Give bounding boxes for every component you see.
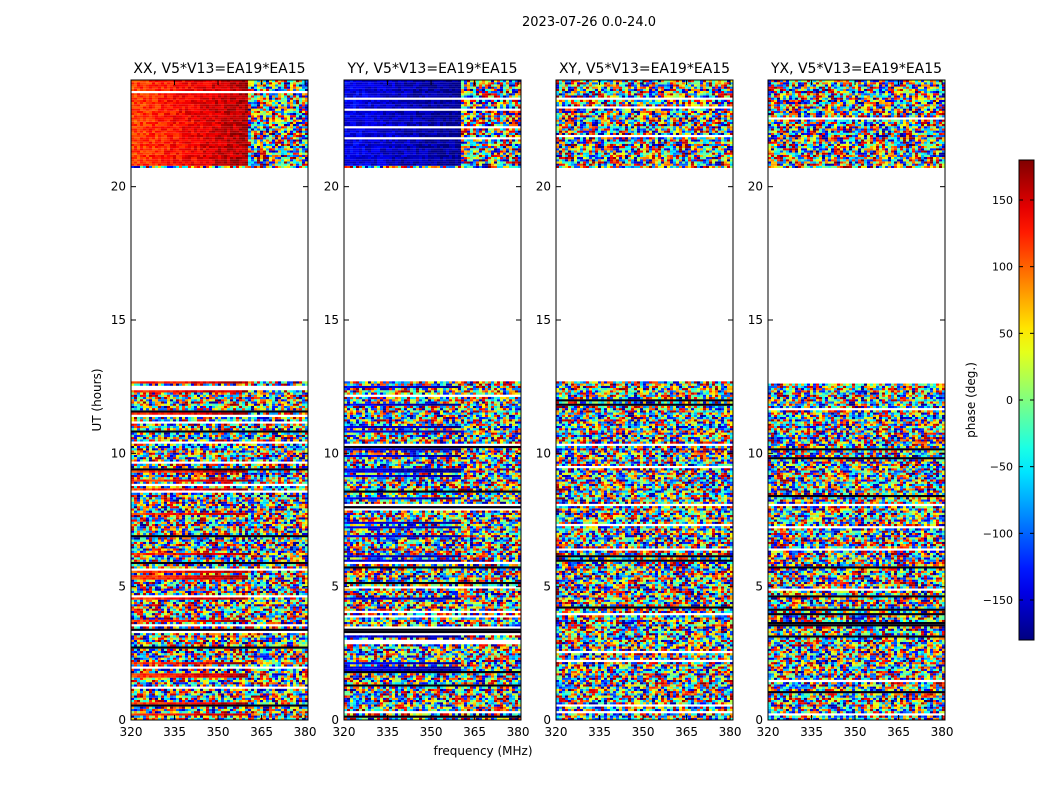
y-tick-label: 15	[324, 313, 339, 327]
colorbar-tick-label: −100	[983, 527, 1013, 540]
x-tick-label: 335	[376, 725, 399, 739]
x-tick-label: 335	[163, 725, 186, 739]
y-tick-label: 20	[748, 180, 763, 194]
y-tick-label: 5	[543, 580, 551, 594]
colorbar-label: phase (deg.)	[964, 362, 978, 438]
y-tick-label: 20	[536, 180, 551, 194]
panel-2: YY, V5*V13=EA19*EA15 320 335 350 365 380 0 5 10 1…	[324, 61, 530, 739]
y-tick-label: 0	[118, 713, 126, 727]
phase-image	[556, 80, 733, 720]
panel-3: XY, V5*V13=EA19*EA15 320 335 350 365 380 0 5 10 1…	[536, 61, 742, 739]
phase-image	[344, 80, 521, 720]
suptitle: 2023-07-26 0.0-24.0	[522, 15, 656, 30]
x-tick-label: 350	[844, 725, 867, 739]
y-tick-label: 0	[331, 713, 339, 727]
y-tick-label: 5	[755, 580, 763, 594]
x-tick-label: 380	[719, 725, 742, 739]
panel-4: YX, V5*V13=EA19*EA15 320 335 350 365 380 0 5 10 1…	[748, 61, 954, 739]
y-tick-label: 10	[536, 446, 551, 460]
x-axis-label: frequency (MHz)	[433, 744, 532, 758]
x-tick-label: 365	[887, 725, 910, 739]
x-tick-label: 380	[294, 725, 317, 739]
x-tick-label: 335	[800, 725, 823, 739]
colorbar-tick-label: 50	[999, 327, 1013, 340]
y-tick-label: 20	[324, 180, 339, 194]
y-tick-label: 10	[111, 446, 126, 460]
panel-1: XX, V5*V13=EA19*EA15 320 335 350 365 380 0 5 10 1…	[111, 61, 317, 739]
colorbar-tick-label: 100	[992, 261, 1013, 274]
colorbar-tick-label: 0	[1006, 394, 1013, 407]
y-tick-label: 0	[755, 713, 763, 727]
x-tick-label: 320	[120, 725, 143, 739]
y-tick-label: 0	[543, 713, 551, 727]
x-tick-label: 335	[588, 725, 611, 739]
x-tick-label: 380	[507, 725, 530, 739]
y-tick-label: 20	[111, 180, 126, 194]
x-tick-label: 320	[757, 725, 780, 739]
x-tick-label: 350	[420, 725, 443, 739]
colorbar-tick-label: −150	[983, 594, 1013, 607]
y-tick-label: 15	[536, 313, 551, 327]
panel-title: YY, V5*V13=EA19*EA15	[346, 61, 517, 77]
colorbar: 150 100 50 0 −50 −100 −150	[983, 159, 1035, 641]
x-tick-label: 320	[545, 725, 568, 739]
phase-image	[131, 80, 308, 720]
axes-frame	[343, 79, 522, 721]
panel-title: YX, V5*V13=EA19*EA15	[770, 61, 942, 77]
panel-title: XX, V5*V13=EA19*EA15	[133, 61, 305, 77]
x-tick-label: 365	[463, 725, 486, 739]
colorbar-tick-label: 150	[992, 194, 1013, 207]
x-tick-label: 350	[632, 725, 655, 739]
y-tick-label: 5	[118, 580, 126, 594]
x-tick-label: 320	[333, 725, 356, 739]
y-tick-label: 10	[748, 446, 763, 460]
colorbar-tick-label: −50	[990, 461, 1013, 474]
y-tick-label: 15	[748, 313, 763, 327]
y-tick-label: 10	[324, 446, 339, 460]
y-tick-label: 5	[331, 580, 339, 594]
x-tick-label: 365	[250, 725, 273, 739]
x-tick-label: 350	[207, 725, 230, 739]
x-tick-label: 365	[675, 725, 698, 739]
y-axis-label: UT (hours)	[90, 368, 104, 431]
phase-image	[768, 80, 945, 720]
panel-title: XY, V5*V13=EA19*EA15	[559, 61, 730, 77]
y-tick-label: 15	[111, 313, 126, 327]
x-tick-label: 380	[931, 725, 954, 739]
axes-frame	[767, 79, 946, 721]
axes-frame	[555, 79, 734, 721]
axes-frame	[130, 79, 309, 721]
